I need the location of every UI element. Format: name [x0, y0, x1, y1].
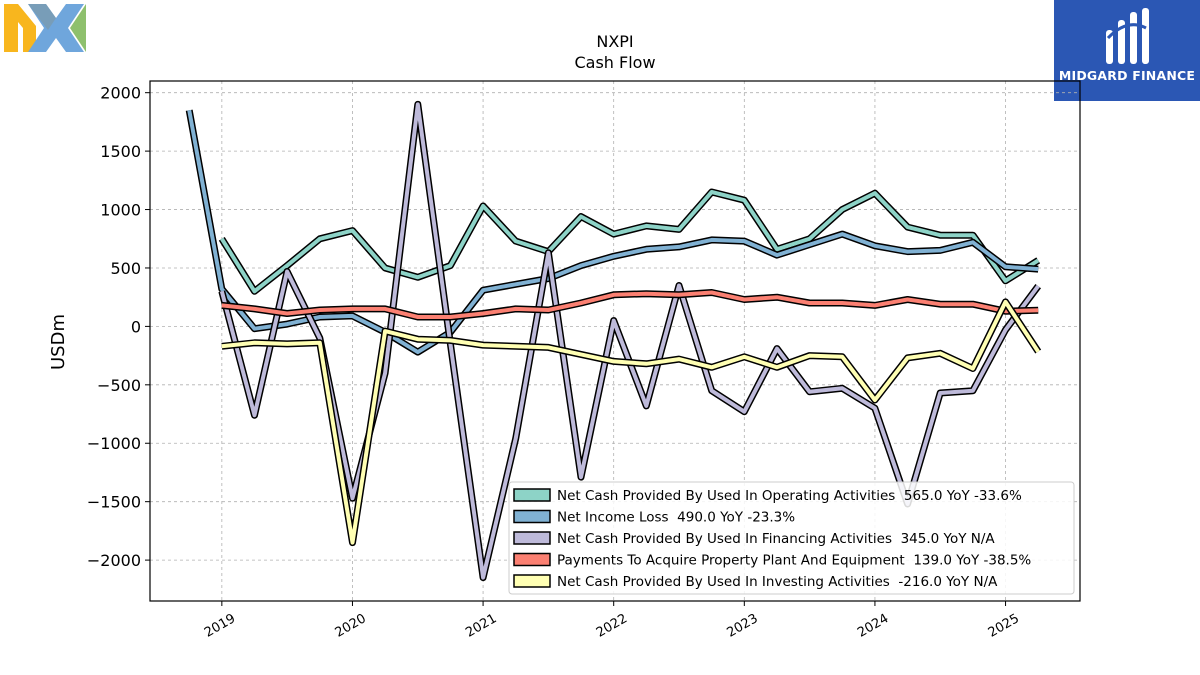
legend-item: Net Cash Provided By Used In Financing A…: [513, 531, 995, 547]
y-tick-label: 0: [131, 317, 141, 336]
midgard-emblem-icon: [1106, 8, 1149, 64]
legend-swatch: [513, 509, 551, 524]
series-stroke: [221, 299, 1040, 545]
legend-item: Net Income Loss 490.0 YoY -23.3%: [513, 509, 795, 526]
series-outline: [218, 188, 1041, 295]
legend-label: Net Cash Provided By Used In Financing A…: [557, 531, 995, 547]
series-line: [221, 289, 1039, 321]
legend-label: Net Cash Provided By Used In Investing A…: [557, 574, 998, 590]
series-line: [185, 109, 1039, 356]
plot-frame: [149, 80, 1081, 602]
legend: Net Cash Provided By Used In Operating A…: [508, 481, 1075, 595]
legend-label: Payments To Acquire Property Plant And E…: [557, 553, 1031, 569]
legend-swatch: [513, 574, 551, 588]
series-stroke: [220, 190, 1040, 294]
nxp-logo: [4, 4, 140, 58]
legend-label: Net Cash Provided By Used In Operating A…: [557, 488, 1022, 504]
y-tick-label: −1500: [87, 493, 141, 512]
series-line: [221, 298, 1042, 547]
y-tick-label: 500: [110, 259, 141, 278]
legend-item: Net Cash Provided By Used In Investing A…: [513, 574, 998, 590]
y-axis-label: USDm: [48, 314, 69, 370]
legend-label: Net Income Loss 490.0 YoY -23.3%: [557, 510, 795, 526]
y-tick-label: −1000: [87, 434, 141, 453]
y-tick-label: −2000: [87, 551, 141, 570]
chart-subtitle: Cash Flow: [574, 53, 655, 72]
midgard-finance-logo: MIDGARD FINANCE: [1054, 0, 1200, 101]
x-tick-label: 2019: [202, 611, 238, 641]
y-tick-label: −500: [97, 376, 141, 395]
x-tick-label: 2022: [594, 611, 630, 641]
legend-box: [508, 481, 1075, 595]
chart-title: NXPI: [596, 32, 633, 51]
legend-swatch: [513, 531, 551, 545]
legend-swatch: [513, 552, 551, 567]
x-tick-label: 2025: [986, 611, 1022, 641]
x-tick-label: 2023: [724, 611, 760, 641]
x-tick-label: 2024: [855, 611, 891, 641]
y-tick-label: 1000: [100, 201, 141, 220]
y-tick-label: 1500: [100, 142, 141, 161]
x-tick-label: 2021: [463, 611, 499, 641]
legend-item: Payments To Acquire Property Plant And E…: [513, 552, 1031, 569]
x-tick-label: 2020: [333, 611, 369, 641]
legend-swatch: [513, 488, 551, 502]
series-stroke: [221, 290, 1039, 319]
y-tick-label: 2000: [100, 84, 141, 103]
series-line: [218, 188, 1041, 295]
legend-item: Net Cash Provided By Used In Operating A…: [513, 488, 1022, 504]
